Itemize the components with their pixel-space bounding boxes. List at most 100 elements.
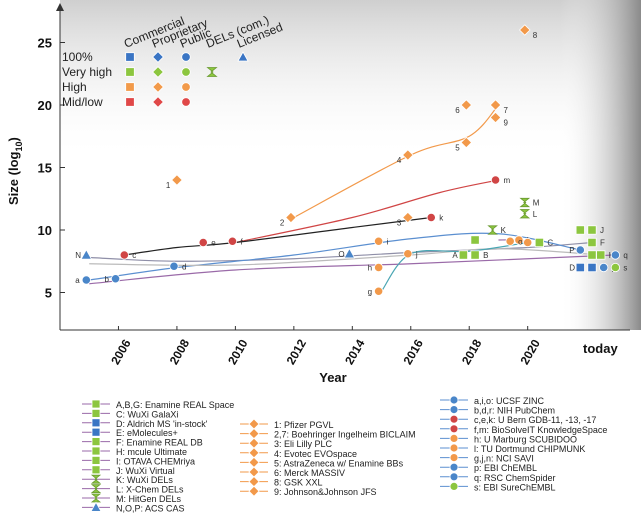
point-label: 8: [533, 31, 538, 40]
legend-row-label: High: [62, 80, 87, 94]
y-axis-arrow: [56, 3, 64, 11]
data-point-G: [575, 225, 585, 235]
legend-swatch: [248, 418, 260, 430]
point-label: 7: [504, 106, 509, 115]
data-point-E: [587, 262, 597, 273]
point-label: A: [452, 251, 458, 260]
legend-swatch: [248, 466, 260, 478]
legend-marker: [152, 81, 164, 93]
legend-entry-label: 1: Pfizer PGVL: [274, 420, 334, 430]
legend-marker: [125, 82, 135, 92]
legend-swatch: [91, 455, 101, 465]
legend-swatch: [91, 437, 101, 447]
legend-swatch: [449, 453, 459, 463]
legend-marker: [181, 82, 191, 92]
data-point-unlabeled: [470, 235, 480, 245]
data-point-l: [514, 235, 524, 245]
point-label: a: [75, 276, 80, 285]
legend-entry-label: 4: Evotec EVOspace: [274, 449, 357, 459]
data-point-D: [575, 262, 585, 273]
point-label: s: [623, 264, 627, 273]
legend-swatch: [248, 476, 260, 488]
legend-swatch: [449, 405, 459, 415]
legend-swatch: [449, 395, 459, 405]
legend-swatch: [248, 485, 260, 497]
data-points: abcdefkmNO123456789ghijlnoABCKLMGJPFIHDE…: [75, 24, 628, 296]
legend-marker-licensed: [237, 51, 249, 62]
point-label: J: [600, 226, 604, 235]
legend-swatch: [449, 414, 459, 424]
x-tick-label: 2016: [401, 337, 427, 367]
data-point-8: [519, 24, 531, 36]
data-point-k: [426, 212, 436, 223]
legend-marker: [125, 67, 135, 77]
point-label: j: [415, 250, 418, 259]
point-label: N: [75, 251, 81, 260]
legend-entry-label: A,B,G: Enamine REAL Space: [116, 400, 234, 410]
point-label: 1: [166, 181, 171, 190]
data-point-q: [610, 250, 620, 260]
data-point-I: [587, 250, 597, 260]
point-label: K: [501, 226, 507, 235]
point-label: e: [211, 239, 216, 248]
legend-swatch: [248, 456, 260, 468]
legend-entry-label: s: EBI SureChEMBL: [474, 482, 556, 492]
x-tick-label: 2010: [225, 337, 251, 367]
legend-entry-label: F: Enamine REAL DB: [116, 438, 203, 448]
point-label: o: [518, 237, 523, 246]
data-point-C: [534, 237, 544, 248]
y-tick-label: 25: [38, 36, 52, 51]
data-point-1: [171, 174, 183, 186]
point-label: h: [368, 264, 372, 273]
point-label: 2: [280, 219, 285, 228]
point-label: i: [387, 237, 389, 246]
legend-entry-label: l: TU Dortmund CHIPMUNK: [474, 444, 585, 454]
data-point-N: [80, 248, 93, 260]
series-line-2: [124, 216, 432, 256]
point-label: g: [368, 287, 372, 296]
legend-row-label: Mid/low: [62, 95, 103, 109]
data-point-m: [490, 175, 501, 185]
y-tick-label: 15: [38, 161, 52, 176]
x-tick-label: 2014: [342, 337, 368, 367]
data-point-J: [587, 225, 597, 235]
point-label: D: [569, 264, 575, 273]
data-point-P: [575, 245, 585, 255]
data-point-2: [285, 211, 297, 224]
legend-entry-label: D: Aldrich MS 'in-stock': [116, 419, 208, 429]
point-label: f: [240, 237, 243, 246]
legend-entry-label: 3: Eli Lilly PLC: [274, 439, 333, 449]
legend-entry-label: q: RSC ChemSpider: [474, 473, 556, 483]
series-line-1: [235, 179, 499, 244]
y-tick-label: 5: [45, 286, 52, 301]
point-label: P: [569, 246, 574, 255]
legend-entry-label: J: WuXi Virtual: [116, 466, 175, 476]
legend-swatch: [449, 433, 459, 443]
legend-entry-label: b,d,r: NIH PubChem: [474, 406, 555, 416]
data-point-c: [119, 250, 129, 260]
legend-swatch: [91, 465, 101, 475]
point-label: b: [105, 275, 110, 284]
legend-swatch: [91, 446, 101, 456]
data-point-K: [487, 225, 498, 235]
legend-entry-label: C: WuXi GalaXi: [116, 409, 178, 419]
data-point-M: [519, 197, 531, 208]
legend-entry-label: 5: AstraZeneca w/ Enamine BBs: [274, 458, 404, 468]
legend-swatch: [90, 501, 102, 512]
data-point-5: [460, 136, 473, 149]
point-label: d: [182, 262, 186, 271]
y-tick-label: 20: [38, 98, 52, 113]
point-label: B: [483, 251, 488, 260]
data-point-b: [110, 274, 121, 284]
point-label: 5: [455, 144, 460, 153]
legend-marker: [125, 52, 135, 62]
legend-swatch: [91, 408, 101, 418]
point-label: k: [439, 214, 444, 223]
legend-marker: [152, 96, 164, 108]
legend-marker: [181, 52, 191, 62]
point-label: c: [132, 251, 136, 260]
legend-entry-label: g,j,n: NCI SAVI: [474, 454, 534, 464]
data-point-3: [402, 211, 414, 224]
